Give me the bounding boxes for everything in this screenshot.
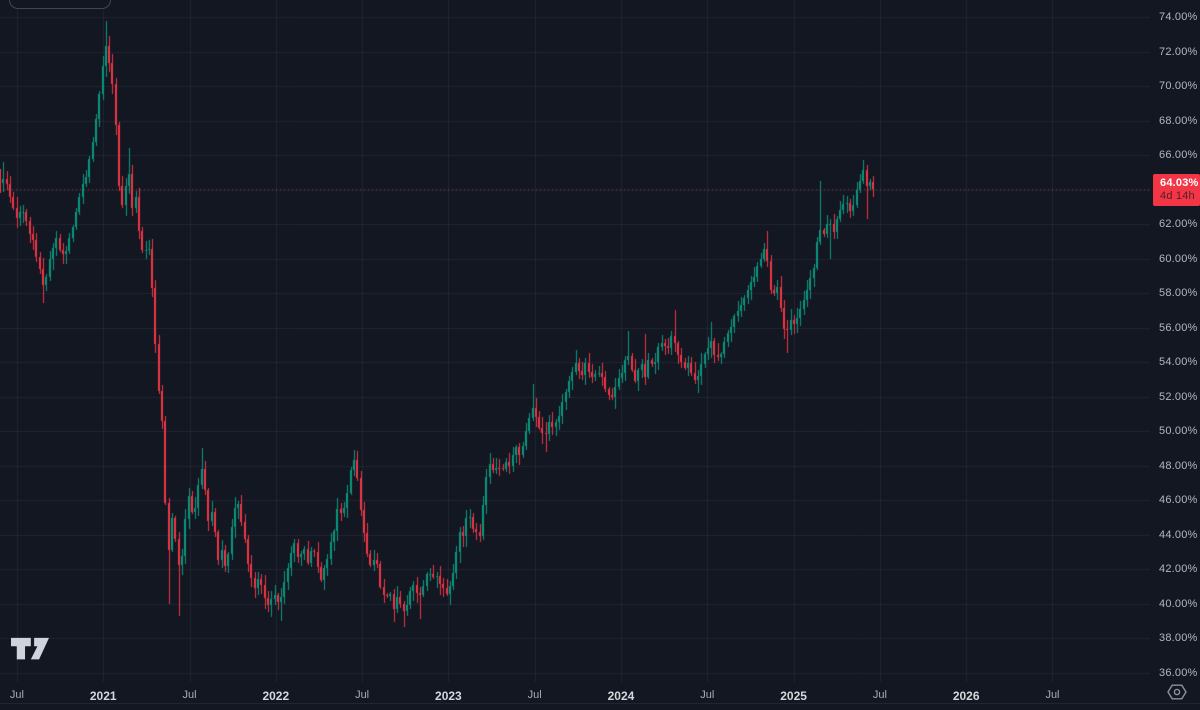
time-axis-label-jul: Jul <box>700 689 715 701</box>
time-axis-label-2024: 2024 <box>607 689 635 703</box>
time-axis-label-2021: 2021 <box>89 689 117 703</box>
time-axis-label-jul: Jul <box>355 689 370 701</box>
price-axis-label: 48.00% <box>1159 459 1198 472</box>
price-axis-label: 50.00% <box>1159 425 1198 438</box>
tradingview-logo-icon <box>11 637 49 660</box>
price-axis-label: 58.00% <box>1159 287 1198 300</box>
price-axis-label: 38.00% <box>1159 632 1198 645</box>
time-axis-label-2022: 2022 <box>262 689 290 703</box>
time-axis[interactable]: Jul 2021 Jul 2022 Jul 2023 Jul 2024 Jul 2025 Jul 20… <box>0 682 1150 710</box>
time-axis-label-jul: Jul <box>182 689 197 701</box>
tradingview-logo[interactable] <box>11 637 49 662</box>
hexagon-gear-icon <box>1167 684 1187 700</box>
price-axis-label: 44.00% <box>1159 528 1198 541</box>
time-axis-label-jul: Jul <box>872 689 887 701</box>
price-scale-settings-icon[interactable] <box>1167 683 1189 703</box>
price-axis-label: 60.00% <box>1159 252 1198 265</box>
bottom-border <box>0 703 1200 704</box>
time-axis-label-jul: Jul <box>9 689 24 701</box>
time-axis-label-jul: Jul <box>527 689 542 701</box>
price-axis-label: 40.00% <box>1159 597 1198 610</box>
price-axis-label: 70.00% <box>1159 80 1198 93</box>
time-axis-label-2026: 2026 <box>952 689 980 703</box>
price-axis-label: 46.00% <box>1159 494 1198 507</box>
price-axis-label: 72.00% <box>1159 45 1198 58</box>
time-axis-label-jul: Jul <box>1045 689 1060 701</box>
candlestick-chart-canvas[interactable] <box>0 0 1150 682</box>
legend-cropped-box[interactable] <box>9 0 111 9</box>
price-axis-label: 68.00% <box>1159 114 1198 127</box>
time-axis-label-2023: 2023 <box>435 689 462 703</box>
bar-countdown: 4d 14h <box>1160 190 1195 203</box>
price-axis-label: 36.00% <box>1159 666 1198 679</box>
price-axis-label: 42.00% <box>1159 563 1198 576</box>
last-price-value: 64.03% <box>1160 177 1199 190</box>
price-axis-label: 52.00% <box>1159 390 1198 403</box>
price-axis-label: 74.00% <box>1159 11 1198 24</box>
last-price-label: 64.03% 4d 14h <box>1153 174 1200 207</box>
price-axis[interactable]: 74.00% 72.00% 70.00% 68.00% 66.00% 62.00% 60.0… <box>1150 0 1200 682</box>
price-axis-label: 56.00% <box>1159 321 1198 334</box>
price-axis-label: 62.00% <box>1159 218 1198 231</box>
price-axis-label: 54.00% <box>1159 356 1198 369</box>
price-axis-label: 66.00% <box>1159 149 1198 162</box>
time-axis-label-2025: 2025 <box>780 689 807 703</box>
